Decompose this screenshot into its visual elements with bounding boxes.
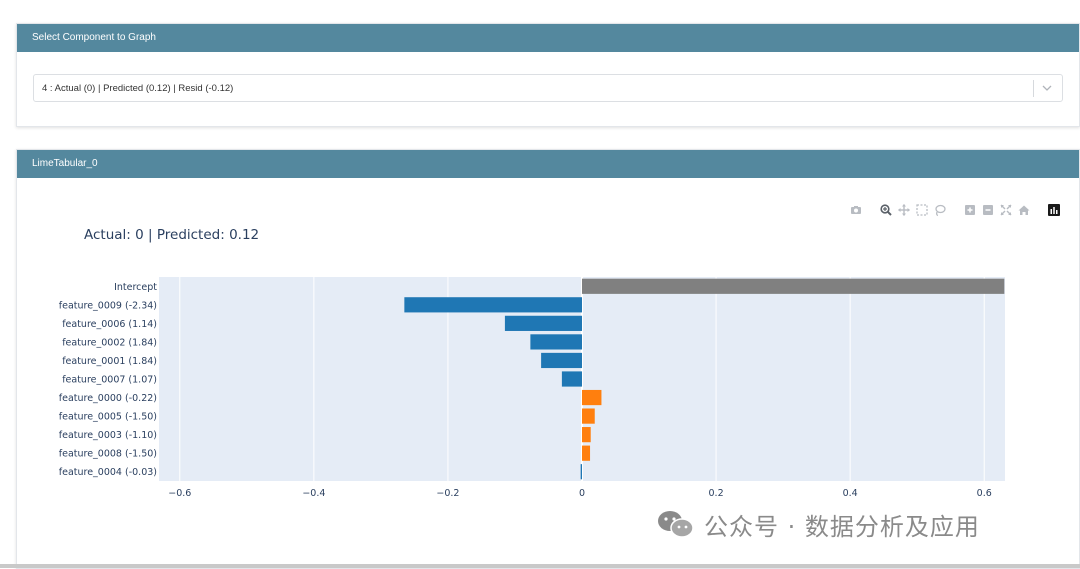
y-tick-label: feature_0003 (-1.10): [59, 430, 157, 441]
select-card-header: Select Component to Graph: [17, 24, 1079, 52]
select-separator: [1033, 80, 1034, 97]
bar-9[interactable]: [582, 445, 591, 461]
x-tick-label: −0.4: [302, 488, 325, 499]
bar-4[interactable]: [541, 352, 582, 369]
bar-10[interactable]: [580, 464, 582, 480]
component-select-dropdown[interactable]: 4 : Actual (0) | Predicted (0.12) | Resi…: [33, 74, 1063, 102]
zoom-icon[interactable]: [879, 203, 893, 217]
bar-8[interactable]: [582, 427, 591, 443]
bar-1[interactable]: [404, 297, 582, 313]
component-select-value: 4 : Actual (0) | Predicted (0.12) | Resi…: [42, 83, 234, 94]
zoom-out-icon[interactable]: [981, 203, 995, 217]
chevron-down-icon[interactable]: [1040, 81, 1054, 95]
lasso-select-icon[interactable]: [933, 203, 947, 217]
x-tick-label: 0: [579, 488, 585, 499]
y-tick-label: feature_0009 (-2.34): [59, 300, 157, 311]
page-bottom-border: [0, 564, 1080, 568]
lime-card-header: LimeTabular_0: [17, 150, 1079, 178]
wechat-watermark: 公众号 · 数据分析及应用: [656, 506, 980, 542]
plot-modebar: [849, 203, 1061, 217]
x-tick-label: 0.4: [843, 488, 858, 499]
pan-icon[interactable]: [897, 203, 911, 217]
bar-7[interactable]: [582, 408, 595, 424]
camera-icon[interactable]: [849, 203, 863, 217]
reset-axes-icon[interactable]: [1017, 203, 1031, 217]
bar-3[interactable]: [530, 334, 582, 350]
bar-2[interactable]: [504, 315, 582, 331]
watermark-text: 公众号 · 数据分析及应用: [704, 512, 980, 541]
x-tick-label: 0.6: [977, 488, 992, 499]
y-tick-label: feature_0001 (1.84): [62, 356, 157, 367]
y-tick-label: feature_0004 (-0.03): [59, 467, 157, 478]
x-tick-label: −0.6: [168, 488, 191, 499]
lime-tabular-card: LimeTabular_0 Actual: 0 | Predicted: 0.1…: [16, 149, 1080, 569]
lime-explanation-chart: Actual: 0 | Predicted: 0.12 Intercept fea…: [59, 227, 1005, 499]
bar-6[interactable]: [582, 389, 602, 406]
y-tick-label: feature_0007 (1.07): [62, 375, 157, 386]
autoscale-icon[interactable]: [999, 203, 1013, 217]
bar-0[interactable]: [582, 278, 1005, 294]
zoom-in-icon[interactable]: [963, 203, 977, 217]
bar-5[interactable]: [561, 371, 582, 387]
x-tick-label: −0.2: [436, 488, 459, 499]
wechat-icon: [658, 511, 694, 538]
box-select-icon[interactable]: [915, 203, 929, 217]
y-tick-label: feature_0005 (-1.50): [59, 412, 157, 423]
y-tick-label: feature_0002 (1.84): [62, 337, 157, 348]
y-tick-label: Intercept: [114, 282, 157, 293]
plotly-logo-icon[interactable]: [1047, 203, 1061, 217]
chart-title: Actual: 0 | Predicted: 0.12: [84, 227, 259, 243]
select-component-card: Select Component to Graph 4 : Actual (0)…: [16, 23, 1080, 127]
y-tick-label: feature_0000 (-0.22): [59, 393, 157, 404]
y-tick-label: feature_0006 (1.14): [62, 319, 157, 330]
y-tick-label: feature_0008 (-1.50): [59, 449, 157, 460]
x-tick-label: 0.2: [709, 488, 724, 499]
